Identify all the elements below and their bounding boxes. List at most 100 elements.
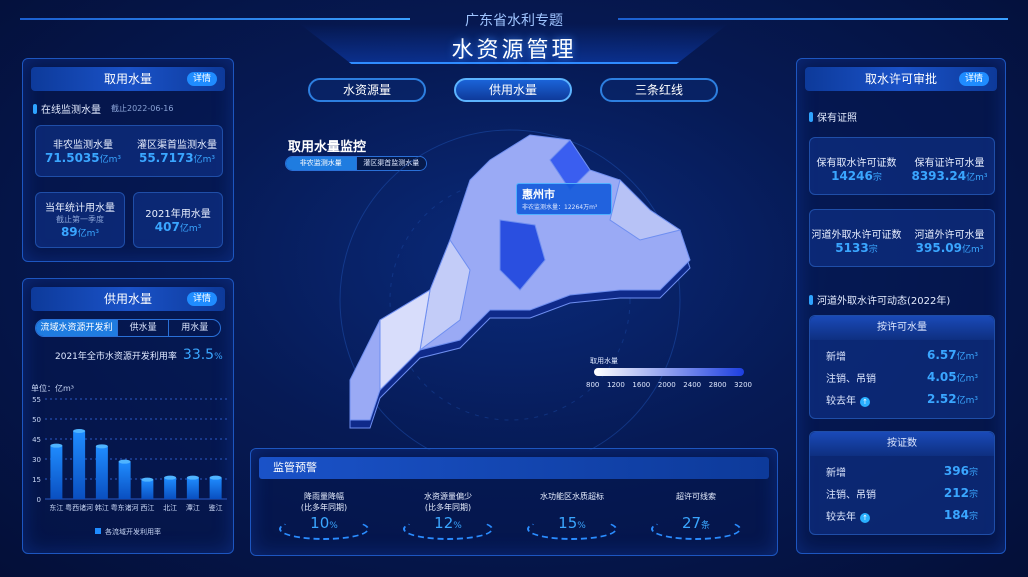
stat-value-wrap: 2.52亿m³ (927, 392, 978, 406)
header-line-left (20, 18, 410, 20)
tab-supply-use[interactable]: 供用水量 (454, 78, 572, 102)
permit-card: 保有取水许可证数 14246宗 保有证许可水量 8393.24亿m³ (809, 137, 995, 195)
map-ring (389, 179, 631, 421)
detail-button[interactable]: 详情 (958, 72, 989, 86)
ring-decoration (651, 518, 741, 540)
supply-use-panel: 供用水量 详情 流域水资源开发利用 供水量 用水量 2021年全市水资源开发利用率… (22, 278, 234, 554)
x-tick-label: 粤西诸河 (65, 503, 93, 512)
metric-unit: 宗 (868, 245, 878, 255)
legend-tick: 1200 (606, 381, 625, 389)
tab-red-lines[interactable]: 三条红线 (600, 78, 718, 102)
segment-use[interactable]: 用水量 (181, 323, 209, 333)
legend-label: 各流域开发利用率 (105, 527, 161, 536)
map-tooltip: 惠州市 非农监测水量：12264万m³ (516, 183, 612, 215)
header: 广东省水利专题 水资源管理 (0, 0, 1028, 64)
warning-label: 水资源量偏少 (424, 492, 472, 501)
toggle-irrigation[interactable]: 灌区渠首监测水量 (356, 157, 426, 170)
stat-unit: 亿m³ (956, 396, 978, 406)
x-tick-label: 西江 (140, 504, 154, 512)
warning-label: 超许可线索 (676, 492, 716, 501)
warning-unit: % (577, 521, 586, 531)
segment-supply[interactable]: 供水量 (118, 320, 170, 336)
section-header: 河道外取水许可动态(2022年) (809, 292, 950, 307)
card-title: 按许可水量 (810, 316, 994, 340)
legend-tick: 2000 (657, 381, 676, 389)
metric-label: 保有取水许可证数 (816, 158, 897, 169)
stat-label: 注销、吊销 (826, 373, 876, 385)
bar[interactable] (73, 431, 86, 499)
metric-label: 灌区渠首监测水量 (137, 140, 217, 151)
year-2021-card: 2021年用水量 407亿m³ (133, 192, 223, 248)
legend-tick: 2800 (708, 381, 727, 389)
stat-label-wrap: 较去年 ↑ (826, 392, 870, 407)
tooltip-city: 惠州市 (522, 188, 555, 201)
map-legend-title: 取用水量 (590, 357, 618, 365)
arrow-up-icon: ↑ (860, 396, 870, 407)
stat-value: 2.52 (927, 392, 957, 406)
stat-value: 4.05 (927, 370, 957, 384)
x-tick-label: 韩江 (95, 503, 109, 512)
bar[interactable] (118, 461, 131, 499)
x-tick-label: 北江 (163, 504, 177, 512)
section-marker (33, 103, 37, 114)
stat-value: 396 (943, 464, 969, 478)
guangdong-map[interactable] (320, 120, 740, 450)
bar-cap (209, 475, 222, 480)
bar[interactable] (209, 477, 222, 499)
legend-tick: 800 (586, 381, 600, 389)
metric-unit: 亿m³ (193, 155, 216, 165)
by-volume-card: 按许可水量 新增 6.57亿m³ 注销、吊销 4.05亿m³ 较去年 ↑ 2.52亿m³ (809, 315, 995, 419)
stat-value-wrap: 184宗 (944, 508, 978, 522)
year-stat-card: 当年统计用水量 截止第一季度 89亿m³ (35, 192, 125, 248)
water-intake-panel: 取用水量 详情 在线监测水量 截止2022-06-16 非农监测水量 71.5035亿… (22, 58, 234, 262)
bar[interactable] (50, 445, 63, 499)
section-marker (809, 111, 813, 122)
chart-segment-control: 流域水资源开发利用 供水量 用水量 (35, 319, 221, 337)
bar[interactable] (186, 477, 199, 499)
detail-button[interactable]: 详情 (186, 72, 217, 86)
tab-water-resources[interactable]: 水资源量 (308, 78, 426, 102)
ring-decoration (279, 518, 369, 540)
metric-value: 55.7173 (138, 151, 194, 165)
arrow-up-icon: ↑ (860, 512, 870, 523)
warning-label: 降雨量降幅 (304, 492, 344, 501)
metric-value: 8393.24 (911, 169, 967, 183)
ring-decoration (527, 518, 617, 540)
warning-value: 15 (558, 514, 578, 532)
metric-label: 当年统计用水量 (45, 203, 115, 214)
warning-title: 监管预警 (259, 457, 769, 479)
toggle-nonagri[interactable]: 非农监测水量 (286, 157, 357, 170)
bar[interactable] (141, 479, 154, 499)
panel-title-text: 取水许可审批 (864, 72, 937, 86)
stat-unit: 宗 (968, 468, 978, 478)
warning-item: 超许可线索 27条 (641, 491, 751, 540)
metric-unit: 亿m³ (179, 224, 202, 234)
card-title: 按证数 (810, 432, 994, 456)
segment-basin[interactable]: 流域水资源开发利用 (36, 320, 118, 336)
warning-unit: 条 (701, 521, 711, 531)
bar-cap (95, 444, 108, 449)
stat-label-wrap: 注销、吊销 (826, 486, 876, 501)
bar[interactable] (95, 446, 108, 499)
warning-value-wrap: 10% (269, 514, 379, 532)
detail-button[interactable]: 详情 (186, 292, 217, 306)
warning-panel: 监管预警 降雨量降幅 (比多年同期) 10% 水资源量偏少 (比多年同期) 12% 水功能区… (250, 448, 778, 556)
panel-title: 取水许可审批 详情 (805, 67, 997, 91)
bar[interactable] (164, 477, 177, 499)
metric-value: 14246 (831, 169, 873, 183)
map-region-dark[interactable] (499, 219, 546, 291)
warning-item: 水资源量偏少 (比多年同期) 12% (393, 491, 503, 540)
metric-value: 407 (154, 220, 180, 234)
warning-value: 12 (434, 514, 454, 532)
stat-value-wrap: 4.05亿m³ (927, 370, 978, 384)
warning-item: 降雨量降幅 (比多年同期) 10% (269, 491, 379, 540)
map-toggle: 非农监测水量 灌区渠首监测水量 (285, 156, 427, 171)
by-count-card: 按证数 新增 396宗 注销、吊销 212宗 较去年 ↑ 184宗 (809, 431, 995, 535)
stat-label: 新增 (826, 351, 846, 363)
warning-label: 水功能区水质超标 (540, 492, 604, 501)
map-region[interactable] (379, 289, 431, 392)
rate-unit: % (214, 352, 223, 362)
stat-label: 较去年 (826, 395, 856, 407)
panel-title-text: 供用水量 (103, 292, 152, 306)
